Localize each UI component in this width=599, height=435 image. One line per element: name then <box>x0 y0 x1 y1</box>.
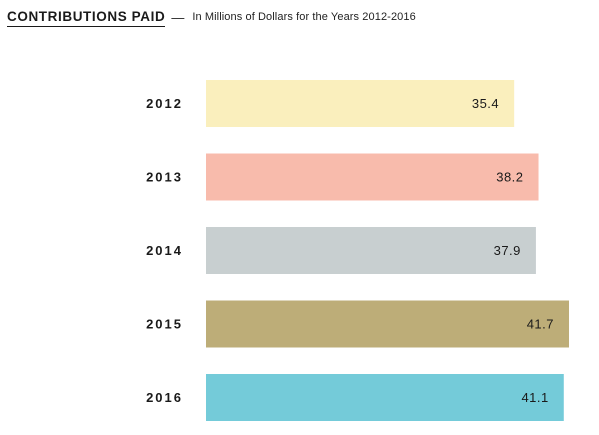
chart-title: CONTRIBUTIONS PAID <box>7 9 166 24</box>
bar-2015 <box>206 300 569 348</box>
value-label-2014: 37.9 <box>494 243 521 258</box>
value-label-2016: 41.1 <box>521 390 548 405</box>
title-separator: — <box>171 9 185 25</box>
title-underline <box>7 26 166 27</box>
bar-2012 <box>206 80 515 127</box>
value-label-2013: 38.2 <box>496 170 523 185</box>
category-label-2013: 2013 <box>146 170 183 185</box>
bar-2016 <box>206 374 564 421</box>
chart-header: CONTRIBUTIONS PAID — In Millions of Doll… <box>7 6 416 28</box>
category-label-2014: 2014 <box>146 243 183 258</box>
bar-2013 <box>206 153 539 201</box>
category-label-2012: 2012 <box>146 96 183 111</box>
chart-subtitle: In Millions of Dollars for the Years 201… <box>192 11 416 23</box>
category-label-2016: 2016 <box>146 390 183 405</box>
category-label-2015: 2015 <box>146 317 183 332</box>
value-label-2012: 35.4 <box>472 96 499 111</box>
bar-2014 <box>206 227 536 274</box>
value-label-2015: 41.7 <box>527 317 554 332</box>
